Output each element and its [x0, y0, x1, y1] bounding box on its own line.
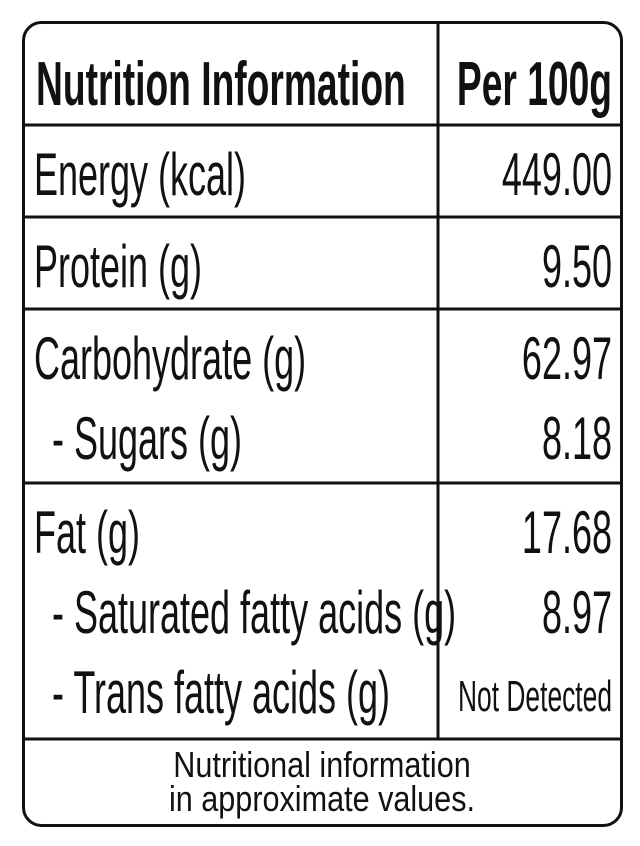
text-group: Nutrition Information — [36, 49, 406, 118]
text-group: Carbohydrate (g) — [34, 326, 306, 393]
header-title: Nutrition Information — [36, 49, 406, 118]
nutrient-value: 62.97 — [522, 326, 612, 393]
nutrient-label: Fat (g) — [34, 500, 140, 567]
text-group: 449.00 — [502, 142, 612, 209]
text-group: 62.97 — [522, 326, 612, 393]
nutrient-label: Energy (kcal) — [34, 142, 246, 209]
nutrient-value: Not Detected — [458, 671, 612, 721]
nutrient-label: - Saturated fatty acids (g) — [52, 580, 456, 647]
nutrient-label: Protein (g) — [34, 234, 202, 301]
table-border — [22, 21, 623, 827]
text-group: - Trans fatty acids (g) — [52, 660, 390, 727]
text-group: Nutritional information — [173, 746, 470, 786]
nutrient-value: 9.50 — [542, 234, 612, 301]
text-group: Per 100g — [457, 49, 612, 118]
text-group: in approximate values. — [169, 780, 475, 820]
text-group: Fat (g) — [34, 500, 140, 567]
text-group: 17.68 — [522, 500, 612, 567]
nutrient-label: - Sugars (g) — [52, 406, 242, 473]
text-group: - Sugars (g) — [52, 406, 242, 473]
nutrient-value: 17.68 — [522, 500, 612, 567]
text-group: 8.97 — [542, 580, 612, 647]
text-group: Energy (kcal) — [34, 142, 246, 209]
nutrient-value: 449.00 — [502, 142, 612, 209]
footer-note: Nutritional information — [173, 746, 470, 786]
header-unit: Per 100g — [457, 49, 612, 118]
text-group: Protein (g) — [34, 234, 202, 301]
text-group: Not Detected — [458, 671, 612, 721]
nutrient-value: 8.97 — [542, 580, 612, 647]
nutrient-value: 8.18 — [542, 406, 612, 473]
nutrient-label: - Trans fatty acids (g) — [52, 660, 390, 727]
text-group: 9.50 — [542, 234, 612, 301]
nutrient-label: Carbohydrate (g) — [34, 326, 306, 393]
text-group: - Saturated fatty acids (g) — [52, 580, 456, 647]
footer-note: in approximate values. — [169, 780, 475, 820]
text-group: 8.18 — [542, 406, 612, 473]
